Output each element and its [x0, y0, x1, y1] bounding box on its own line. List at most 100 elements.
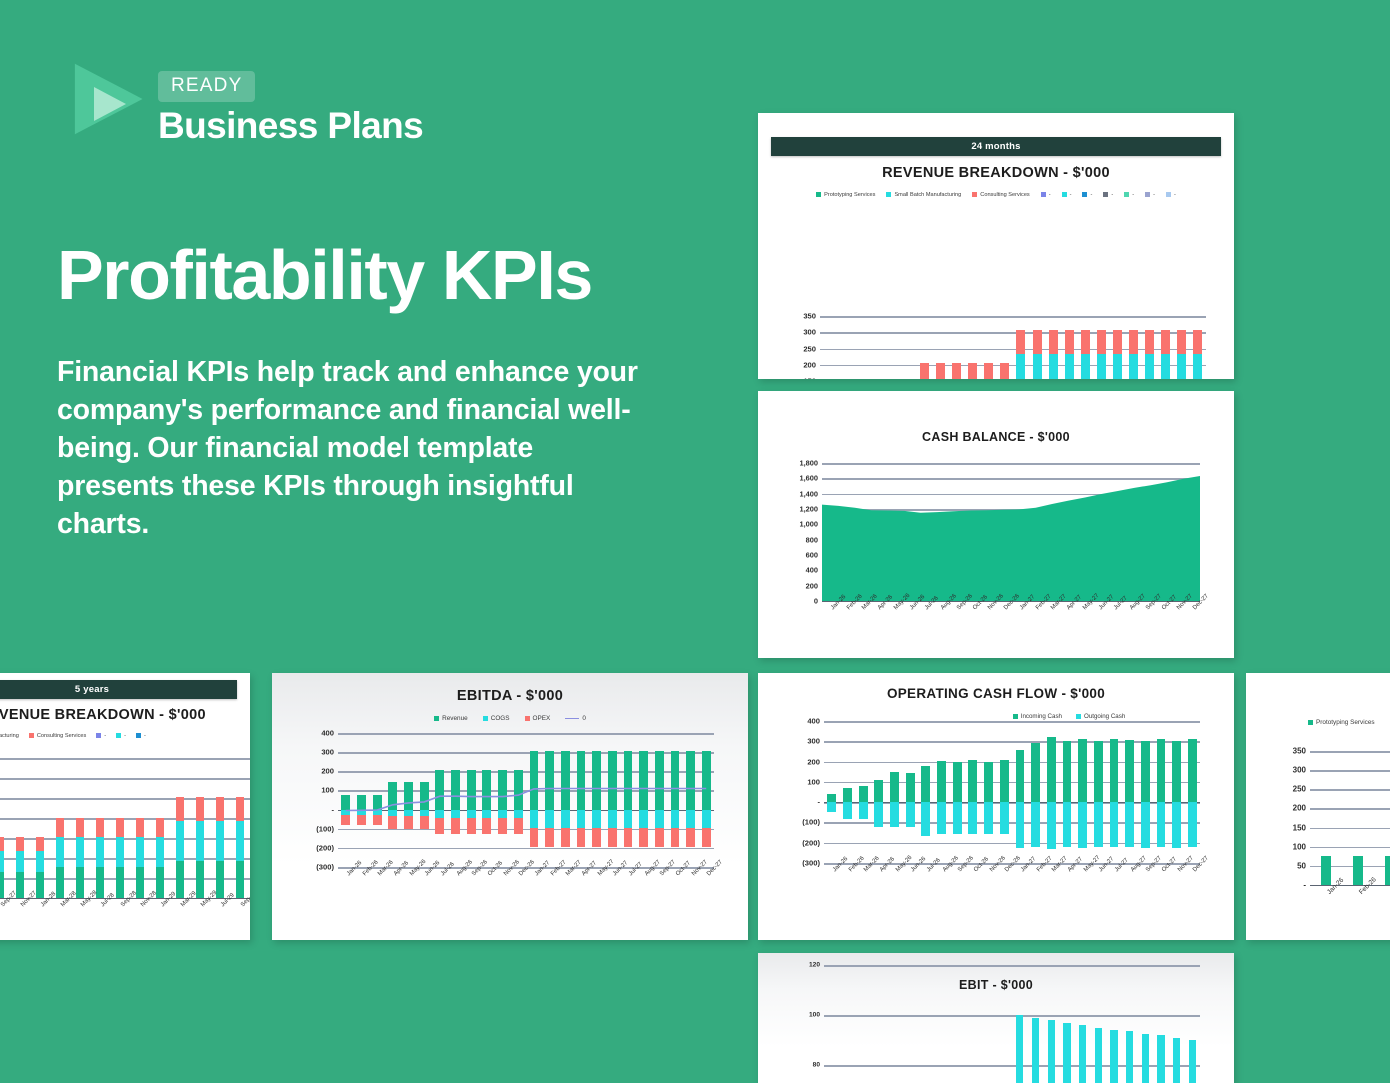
- x-axis-tick: Jan-27: [1011, 605, 1027, 606]
- x-axis-tick: Oct-26: [965, 867, 981, 868]
- y-axis-tick: 100: [321, 786, 334, 795]
- legend-swatch: [886, 192, 891, 197]
- x-axis-tick: Sep-27: [651, 871, 667, 872]
- x-axis-tick: Dec-27: [698, 871, 714, 872]
- bar-segment: [874, 780, 883, 802]
- legend-label: -: [144, 733, 146, 739]
- x-axis-tick: Nov-26: [981, 867, 997, 868]
- x-axis-tick: Apr-26: [385, 871, 401, 872]
- x-axis-tick: Jan-26: [338, 871, 354, 872]
- bar-column: [10, 758, 30, 898]
- y-axis-tick: 0: [814, 597, 818, 606]
- bar-column: [0, 758, 10, 898]
- legend-swatch: [1041, 192, 1046, 197]
- legend-label: -: [1174, 192, 1176, 198]
- x-axis-tick: May-26: [885, 605, 901, 606]
- legend-swatch: [1145, 192, 1150, 197]
- card-operating-cash-flow[interactable]: OPERATING CASH FLOW - $'000 Incoming Cas…: [758, 673, 1234, 940]
- legend-swatch: [1013, 714, 1018, 719]
- bar-segment: [937, 761, 946, 802]
- bar-column: [1059, 721, 1075, 863]
- bar-column: [981, 316, 997, 379]
- bar-segment: [96, 818, 104, 837]
- bar-segment: [1095, 1028, 1102, 1083]
- bar-column: [1122, 721, 1138, 863]
- bar-column: [1109, 316, 1125, 379]
- chart-legend: Prototyping Services Small Batch Manufact…: [758, 192, 1234, 198]
- bar-segment: [1047, 737, 1056, 802]
- x-axis-tick: May-28: [70, 902, 90, 903]
- bar-column: [902, 965, 918, 1065]
- legend-item: Incoming Cash: [1013, 713, 1062, 720]
- bar-segment: [984, 363, 993, 379]
- bar-segment: [984, 802, 993, 834]
- x-axis-tick: May-27: [1074, 605, 1090, 606]
- legend-label: Small Batch Manufacturing: [894, 192, 961, 198]
- bar-segment: [1172, 741, 1181, 802]
- legend-item: -: [1103, 192, 1113, 198]
- legend-swatch: [816, 192, 821, 197]
- y-axis-tick: 1,400: [800, 489, 819, 498]
- bar-segment: [1032, 1018, 1039, 1083]
- bar-segment: [827, 794, 836, 802]
- x-axis-tick: Sep-27: [1137, 605, 1153, 606]
- x-axis-tick: Dec-26: [995, 605, 1011, 606]
- bar-segment: [1188, 802, 1197, 847]
- bar-segment: [1016, 330, 1025, 354]
- bar-column: [1190, 316, 1206, 379]
- legend-swatch: [96, 733, 101, 738]
- bar-column: [820, 316, 836, 379]
- bar-segment: [1033, 330, 1042, 354]
- legend-label: Prototyping Services: [1316, 719, 1375, 726]
- bar-segment: [156, 837, 164, 867]
- y-axis-tick: 800: [806, 535, 818, 544]
- bar-column: [1029, 316, 1045, 379]
- bar-segment: [890, 772, 899, 802]
- legend-swatch: [1076, 714, 1081, 719]
- bar-segment: [827, 802, 836, 812]
- bar-series: [0, 758, 250, 898]
- legend-label: 0: [582, 715, 586, 722]
- bar-segment: [936, 363, 945, 379]
- card-revenue-breakdown-5-years[interactable]: 5 years REVENUE BREAKDOWN - $'000 Small …: [0, 673, 250, 940]
- bar-segment: [236, 861, 244, 898]
- legend-swatch: [972, 192, 977, 197]
- brand-logo[interactable]: READY Business Plans: [72, 57, 423, 146]
- x-axis-tick: Oct-27: [1153, 867, 1169, 868]
- bar-segment: [921, 802, 930, 835]
- bar-column: [1169, 965, 1185, 1065]
- bar-segment: [36, 837, 44, 852]
- x-axis-tick: Dec-26: [510, 871, 526, 872]
- chart-plot-area: -50100150200250300350Jan-26Feb-26Mar-26A…: [1310, 751, 1390, 885]
- bar-segment: [1047, 802, 1056, 849]
- bar-segment: [1161, 354, 1170, 379]
- chart-plot-area: Mar-27May-27Jul-27Sep-27Nov-27Jan-28Mar-…: [0, 758, 250, 898]
- legend-label: Small Batch Manufacturing: [0, 733, 19, 739]
- legend-label: Prototyping Services: [824, 192, 875, 198]
- legend-label: -: [1132, 192, 1134, 198]
- bar-segment: [1193, 330, 1202, 354]
- legend-item: Outgoing Cash: [1076, 713, 1125, 720]
- bar-segment: [216, 821, 224, 861]
- bar-column: [824, 721, 840, 863]
- bar-column: [1137, 721, 1153, 863]
- bar-segment: [196, 797, 204, 821]
- legend-swatch: [29, 733, 34, 738]
- zero-line-series: [338, 733, 714, 867]
- bar-column: [1012, 965, 1028, 1065]
- bar-column: [1013, 316, 1029, 379]
- y-axis-tick: -: [1303, 881, 1306, 890]
- bar-column: [1106, 965, 1122, 1065]
- card-revenue-breakdown-24-months[interactable]: 24 months REVENUE BREAKDOWN - $'000 Prot…: [758, 113, 1234, 379]
- page-description: Financial KPIs help track and enhance yo…: [57, 354, 647, 543]
- bar-segment: [76, 837, 84, 867]
- bar-segment: [1049, 330, 1058, 354]
- x-axis-tick: Feb-26: [354, 871, 370, 872]
